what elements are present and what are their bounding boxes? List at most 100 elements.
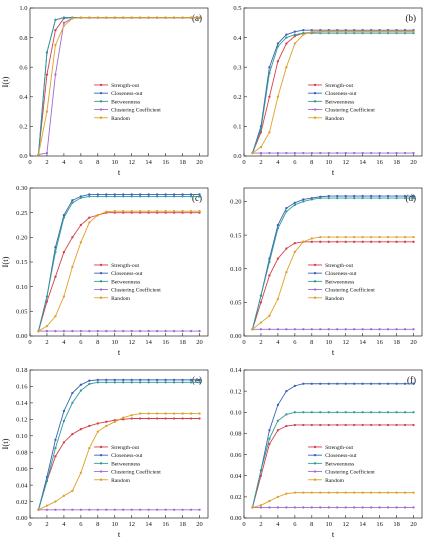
- data-point: [386, 411, 390, 414]
- data-point: [189, 412, 193, 415]
- data-point: [54, 73, 57, 76]
- data-point: [147, 195, 150, 198]
- x-axis-label: t: [332, 529, 335, 539]
- data-point: [293, 151, 297, 155]
- data-point: [189, 195, 193, 198]
- data-point: [130, 193, 133, 196]
- y-tick-label: 0.02: [16, 499, 27, 506]
- data-point: [130, 210, 133, 213]
- data-point: [147, 381, 150, 384]
- data-point: [181, 417, 184, 420]
- data-point: [412, 235, 415, 239]
- x-tick-label: 4: [276, 339, 280, 346]
- data-point: [45, 295, 49, 298]
- x-tick-label: 10: [326, 521, 333, 528]
- data-point: [336, 194, 339, 198]
- data-point: [293, 30, 297, 33]
- data-point: [403, 491, 407, 494]
- data-point: [412, 423, 415, 427]
- data-point: [285, 247, 288, 250]
- x-tick-label: 0: [28, 159, 31, 166]
- data-point: [155, 508, 159, 511]
- y-tick-label: 0.10: [230, 409, 241, 416]
- data-point: [259, 151, 263, 155]
- x-tick-label: 0: [242, 521, 245, 528]
- data-point: [285, 270, 288, 274]
- x-tick-label: 6: [79, 159, 83, 166]
- x-tick-label: 16: [162, 159, 169, 166]
- data-point: [276, 419, 280, 422]
- chart-panel-5: 0 2 4 6 8 10 12 14 16 18 20 0.00 0.02 0.04 0.06 0.08 0.1…: [0, 367, 209, 539]
- series-line: [38, 195, 200, 332]
- x-tick-label: 12: [342, 159, 349, 166]
- data-point: [386, 491, 390, 494]
- data-point: [189, 329, 193, 333]
- data-point: [310, 30, 313, 33]
- data-point: [164, 195, 167, 198]
- legend-marker: [313, 263, 317, 267]
- data-point: [155, 381, 159, 384]
- data-point: [172, 378, 176, 382]
- x-tick-label: 18: [393, 339, 400, 346]
- data-point: [45, 324, 49, 328]
- legend-marker: [99, 478, 103, 481]
- y-tick-label: 0.10: [16, 284, 27, 291]
- data-point: [403, 151, 407, 155]
- data-point: [45, 329, 49, 333]
- data-point: [395, 196, 398, 200]
- data-point: [378, 382, 381, 385]
- data-point: [268, 131, 271, 134]
- data-point: [96, 329, 99, 333]
- legend-entry: Random: [111, 296, 131, 302]
- series-line: [252, 383, 414, 508]
- legend-entry: Clustering Coefficient: [325, 287, 375, 294]
- y-tick-label: 0.10: [230, 266, 241, 273]
- data-point: [361, 194, 364, 198]
- x-tick-label: 8: [96, 521, 99, 528]
- data-point: [45, 300, 49, 303]
- data-point: [155, 16, 159, 19]
- legend-marker: [99, 100, 103, 103]
- data-point: [378, 235, 381, 239]
- data-point: [172, 508, 176, 511]
- data-point: [88, 221, 91, 224]
- data-point: [395, 235, 398, 239]
- data-point: [71, 199, 74, 202]
- data-point: [268, 66, 271, 69]
- data-point: [386, 30, 390, 33]
- data-point: [122, 381, 125, 384]
- x-axis-label: t: [118, 529, 121, 539]
- data-point: [369, 194, 373, 198]
- legend-entry: Random: [111, 478, 131, 484]
- legend-entry: Betweenness: [325, 99, 354, 105]
- y-tick-label: 0.06: [16, 466, 28, 473]
- legend-marker: [99, 116, 103, 119]
- data-point: [386, 196, 390, 200]
- data-point: [259, 301, 263, 304]
- data-point: [336, 411, 339, 414]
- data-point: [336, 506, 339, 509]
- data-point: [276, 506, 280, 509]
- data-point: [105, 16, 108, 19]
- data-point: [164, 378, 167, 382]
- legend-entry: Betweenness: [325, 461, 354, 467]
- data-point: [361, 328, 364, 331]
- data-point: [302, 411, 305, 414]
- x-tick-label: 14: [145, 159, 152, 166]
- legend-entry: Clustering Coefficient: [111, 107, 161, 114]
- legend-marker: [313, 116, 317, 119]
- data-point: [251, 328, 254, 331]
- data-point: [122, 378, 125, 382]
- x-tick-label: 0: [242, 159, 245, 166]
- x-tick-label: 14: [359, 159, 366, 166]
- data-point: [198, 417, 201, 420]
- data-point: [369, 30, 373, 33]
- data-point: [293, 42, 297, 45]
- data-point: [361, 411, 364, 414]
- data-point: [54, 455, 57, 458]
- y-tick-label: 0.08: [230, 431, 241, 438]
- data-point: [71, 236, 74, 239]
- data-point: [164, 16, 167, 19]
- data-point: [293, 423, 297, 427]
- data-point: [395, 30, 398, 33]
